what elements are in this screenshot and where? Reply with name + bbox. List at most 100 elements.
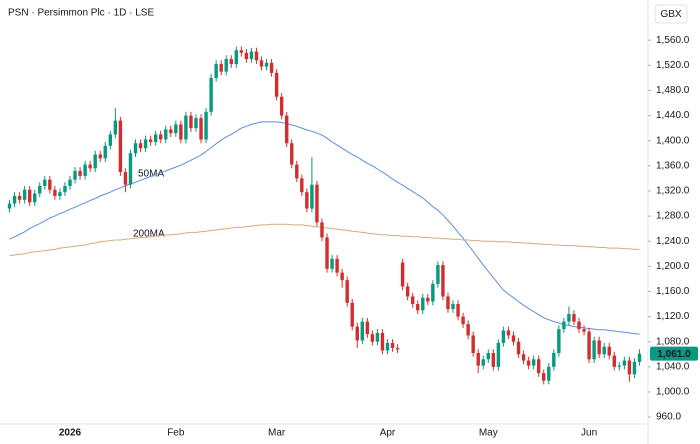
candle-body [587,331,591,360]
candle-body [264,62,269,67]
candle-body [456,304,460,317]
chart-title: PSN · Persimmon Plc · 1D · LSE [8,8,154,19]
y-tick-label: 1,040.0 [656,361,690,372]
candle-body [395,347,400,350]
candle-body [315,184,319,223]
candle-body [511,335,516,342]
candle-body [481,359,485,366]
candle-body [310,184,314,209]
candle-body [466,324,470,336]
candle-body [123,172,128,185]
candle-body [78,170,82,176]
candle-body [290,143,294,165]
y-tick-label: 1,440.0 [656,110,690,121]
candle-body [637,353,642,362]
y-tick-label: 960.0 [656,412,681,423]
candle-body [179,124,183,140]
y-tick-label: 1,360.0 [656,160,690,171]
candle-body [7,203,12,209]
x-tick-label: Apr [380,428,396,439]
candle-body [118,120,123,173]
x-tick-label: Feb [167,428,185,439]
candle-body [542,373,546,381]
candle-body [68,179,72,186]
candle-body [627,360,632,375]
candle-body [400,262,405,287]
candle-body [365,321,370,335]
candle-body [300,178,304,193]
candle-body [436,265,440,284]
candle-body [259,60,264,67]
candle-body [38,185,42,194]
candle-body [496,342,501,367]
y-tick-label: 1,200.0 [656,261,690,272]
candle-body [63,185,67,193]
candle-body [58,192,62,196]
last-price-box [650,346,698,361]
candle-body [531,359,536,366]
y-tick-label: 1,520.0 [656,60,690,71]
candle-body [295,164,299,179]
candle-body [244,52,249,60]
moving-average-line [9,223,640,257]
candle-body [73,170,77,180]
candle-body [209,77,213,112]
candle-body [582,329,586,332]
candle-body [446,296,450,310]
candle-body [476,353,480,366]
candle-body [143,139,148,149]
candle-body [169,129,173,134]
ma200-label: 200MA [133,229,165,240]
candle-body [390,342,395,348]
candle-body [375,332,380,342]
y-tick-label: 1,160.0 [656,286,690,297]
y-tick-label: 1,240.0 [656,236,690,247]
y-tick-label: 1,480.0 [656,85,690,96]
candle-body [557,329,561,354]
y-tick-label: 1,400.0 [656,135,690,146]
candle-body [98,154,102,159]
candle-body [506,330,511,336]
y-tick-label: 1,080.0 [656,336,690,347]
candle-body [27,189,32,203]
candle-body [567,314,571,322]
candle-body [229,59,233,65]
candle-body [325,237,329,269]
candle-body [410,296,415,305]
candle-body [279,96,284,116]
candle-body [461,316,465,325]
candle-body [219,64,223,72]
x-tick-label: May [479,428,498,439]
candle-body [335,258,339,273]
candle-body [184,115,188,140]
candle-body [547,366,551,381]
candle-body [602,346,606,355]
candle-body [224,59,228,72]
candle-body [153,134,158,142]
candle-body [194,118,198,129]
candle-body [320,222,324,238]
candle-body [597,340,601,355]
y-tick-label: 1,560.0 [656,35,690,46]
candle-body [88,164,92,169]
candle-body [405,286,410,297]
candle-body [249,51,254,60]
candle-body [562,321,566,330]
candle-body [284,115,289,144]
candle-body [199,118,203,140]
candle-body [491,353,496,367]
candle-body [426,297,430,302]
candle-body [536,359,541,374]
y-tick-label: 1,000.0 [656,387,690,398]
candle-body [516,341,521,355]
candle-body [113,120,118,135]
candle-body [486,353,491,360]
candle-body [612,355,616,367]
last-price-label: 1,061.0 [657,349,691,360]
candle-body [148,139,153,142]
currency-box [654,4,688,24]
candle-body [451,304,455,310]
candle-body [526,360,531,366]
candle-body [572,314,576,322]
